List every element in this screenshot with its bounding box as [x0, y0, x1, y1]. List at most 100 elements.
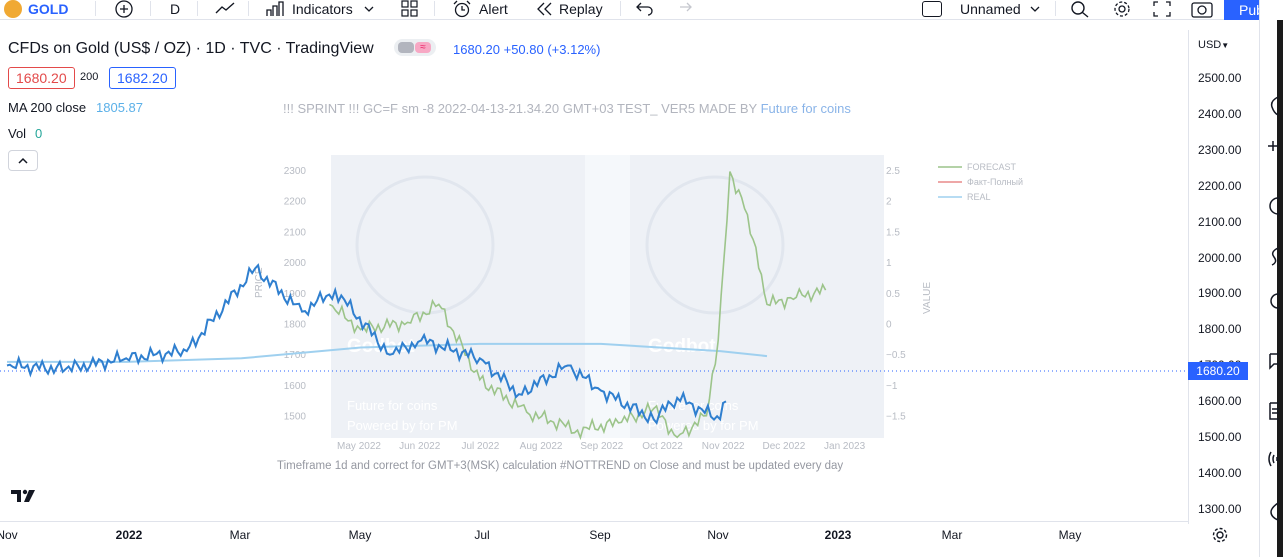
- main-chart[interactable]: Godbot Godbot Future for coins Powered b…: [0, 30, 1188, 520]
- time-tick-label: Nov: [707, 528, 729, 542]
- undo-button[interactable]: [634, 0, 654, 18]
- screen-edge: [1277, 20, 1283, 557]
- rewind-icon: [537, 2, 552, 16]
- layout-square-icon: [922, 1, 942, 17]
- buy-price-button[interactable]: 1682.20: [109, 67, 176, 89]
- currency-selector[interactable]: USD▼: [1198, 39, 1229, 51]
- inset-value-tick: 1.5: [886, 227, 900, 238]
- chevron-down-icon: [364, 6, 374, 12]
- inset-date-axis: May 2022 Jun 2022 Jul 2022 Aug 2022 Sep 2022…: [337, 441, 866, 452]
- layout-menu-button[interactable]: Unnamed: [922, 0, 1043, 18]
- price-tick-label: 1800.00: [1198, 322, 1242, 337]
- replay-button[interactable]: Replay: [535, 0, 603, 18]
- time-tick-label: 2022: [115, 528, 143, 542]
- ma-indicator-label[interactable]: MA 200 close: [8, 100, 87, 115]
- script-author-link[interactable]: Future for coins: [760, 101, 851, 116]
- notes-icon[interactable]: [1266, 400, 1280, 422]
- clock-icon[interactable]: [1266, 195, 1280, 217]
- divider: [248, 1, 249, 16]
- inset-value-tick: −1.5: [886, 412, 906, 423]
- inset-date-tick: Aug 2022: [520, 441, 563, 452]
- inset-date-tick: Jul 2022: [461, 441, 499, 452]
- inset-date-tick: Jan 2023: [824, 441, 866, 452]
- divider: [150, 1, 151, 16]
- volume-indicator-label[interactable]: Vol: [8, 126, 27, 141]
- fullscreen-button[interactable]: [1152, 0, 1172, 18]
- inset-legend-label: Факт-Полный: [967, 177, 1023, 187]
- price-scale[interactable]: [1188, 30, 1259, 524]
- templates-button[interactable]: [400, 0, 420, 18]
- camera-icon: [1191, 2, 1213, 18]
- inset-price-tick: 2100: [284, 227, 307, 238]
- time-tick-label: May: [1058, 528, 1082, 542]
- interval-button[interactable]: D: [170, 0, 180, 18]
- watermark-logo-right: [645, 175, 785, 315]
- price-tick-label: 1600.00: [1198, 394, 1242, 409]
- ma-200-line: [7, 342, 768, 363]
- price-tick-label: 2200.00: [1198, 178, 1242, 193]
- chart-type-button[interactable]: [214, 0, 238, 18]
- watchlist-icon[interactable]: [1266, 95, 1280, 117]
- line-chart-icon: [215, 2, 235, 14]
- indicators-button[interactable]: Indicators: [265, 0, 377, 18]
- chevron-up-icon: [18, 157, 28, 164]
- inset-price-tick: 2300: [284, 166, 307, 177]
- indicators-label: Indicators: [292, 1, 353, 17]
- watermark-line2-left: Powered by for PM: [347, 418, 458, 433]
- chart-title[interactable]: CFDs on Gold (US$ / OZ) · 1D · TVC · Tra…: [8, 40, 374, 57]
- inset-value-tick: −1: [886, 381, 898, 392]
- inset-date-tick: May 2022: [337, 441, 381, 452]
- chart-style-toggle[interactable]: ≈: [394, 39, 436, 56]
- compare-symbol-button[interactable]: [114, 0, 134, 18]
- calendar-icon[interactable]: [1266, 245, 1280, 267]
- price-tick-label: 1400.00: [1198, 465, 1242, 480]
- watermark-line2-right: Powered by for PM: [648, 418, 759, 433]
- time-axis[interactable]: [0, 521, 1188, 549]
- symbol-search-button[interactable]: GOLD: [4, 0, 68, 18]
- inset-date-tick: Jun 2022: [399, 441, 441, 452]
- inset-gap: [585, 155, 630, 438]
- divider: [434, 1, 435, 16]
- crosshair-icon[interactable]: [1266, 140, 1280, 162]
- redo-button[interactable]: [674, 0, 694, 18]
- equal-icon: [398, 42, 414, 53]
- price-tick-label: 2000.00: [1198, 250, 1242, 265]
- alert-button[interactable]: Alert: [451, 0, 508, 18]
- price-tick-label: 1500.00: [1198, 430, 1242, 444]
- divider: [95, 1, 96, 16]
- time-tick-label: Jul: [474, 528, 490, 542]
- sell-price-button[interactable]: 1680.20: [8, 67, 75, 89]
- script-description: !!! SPRINT !!! GC=F sm -8 2022-04-13-21.…: [283, 101, 851, 116]
- settings-button[interactable]: [1111, 0, 1133, 18]
- last-price-label: 1680.20: [1188, 362, 1248, 380]
- broadcast-icon[interactable]: [1266, 448, 1280, 470]
- time-tick-label: Mar: [229, 528, 251, 542]
- chart-settings-gear-icon[interactable]: [1211, 526, 1229, 544]
- currency-label: USD: [1198, 39, 1222, 51]
- time-tick-label: Nov: [0, 528, 18, 542]
- layout-name-label: Unnamed: [960, 1, 1021, 17]
- collapse-legend-button[interactable]: [8, 150, 38, 171]
- inset-price-tick: 2200: [284, 197, 307, 208]
- top-toolbar: GOLD D Indicators Alert Replay Unnamed: [0, 0, 1283, 20]
- script-description-text: !!! SPRINT !!! GC=F sm -8 2022-04-13-21.…: [283, 101, 757, 116]
- ideas-icon[interactable]: [1266, 290, 1280, 312]
- inset-legend-label: FORECAST: [967, 162, 1017, 172]
- indicators-icon: [266, 1, 284, 16]
- time-tick-label: Sep: [589, 528, 611, 542]
- tradingview-logo[interactable]: [10, 487, 38, 505]
- chevron-down-icon: [1030, 6, 1040, 12]
- price-tick-label: 1900.00: [1198, 286, 1242, 301]
- help-icon[interactable]: [1266, 500, 1280, 522]
- gear-icon: [1114, 1, 1130, 17]
- inset-value-tick: 0: [886, 320, 892, 331]
- inset-price-axis-label: PRICE: [254, 267, 265, 298]
- quick-search-button[interactable]: [1070, 0, 1090, 18]
- fullscreen-icon: [1153, 1, 1171, 17]
- inset-date-tick: Oct 2022: [642, 441, 683, 452]
- time-tick-label: May: [348, 528, 372, 542]
- snapshot-button[interactable]: [1190, 0, 1214, 18]
- inset-price-tick: 1800: [284, 320, 307, 331]
- chat-icon[interactable]: [1266, 350, 1280, 372]
- inset-value-axis: 2.5 2 1.5 1 0.5 0 −0.5 −1 −1.5: [886, 166, 906, 423]
